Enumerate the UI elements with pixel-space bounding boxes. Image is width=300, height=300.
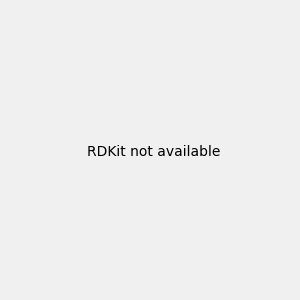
Text: RDKit not available: RDKit not available [87,145,220,158]
